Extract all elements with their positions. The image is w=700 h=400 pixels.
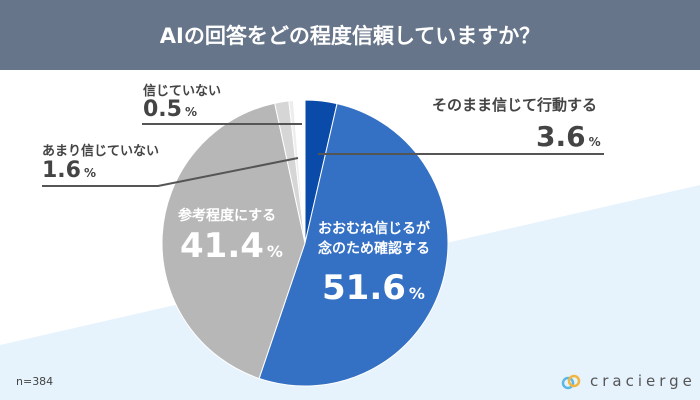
value-act-directly: 3.6% bbox=[536, 120, 601, 153]
label-reference: 参考程度にする bbox=[178, 208, 277, 224]
value-little-trust: 1.6% bbox=[42, 158, 97, 183]
page-title: AIの回答をどの程度信頼していますか？ bbox=[0, 0, 700, 70]
label-not-trust: 信じていない bbox=[143, 84, 222, 99]
sample-size: n=384 bbox=[16, 375, 54, 388]
brand-logo: cracierge bbox=[560, 370, 696, 392]
label-little-trust: あまり信じていない bbox=[42, 144, 160, 159]
label-act-directly: そのまま信じて行動する bbox=[432, 96, 598, 114]
value-mostly-trust: 51.6% bbox=[322, 268, 425, 308]
label-mostly-trust: おおむね信じるが 念のため確認する bbox=[318, 221, 430, 257]
logo-icon bbox=[561, 374, 581, 390]
pie-slice-2 bbox=[161, 102, 306, 380]
pie-slice-1 bbox=[258, 103, 449, 387]
value-not-trust: 0.5% bbox=[143, 97, 198, 122]
pie-slice-4 bbox=[288, 99, 306, 244]
brand-name: cracierge bbox=[590, 372, 696, 390]
value-reference: 41.4% bbox=[180, 226, 283, 266]
leader-little-trust bbox=[42, 157, 299, 187]
